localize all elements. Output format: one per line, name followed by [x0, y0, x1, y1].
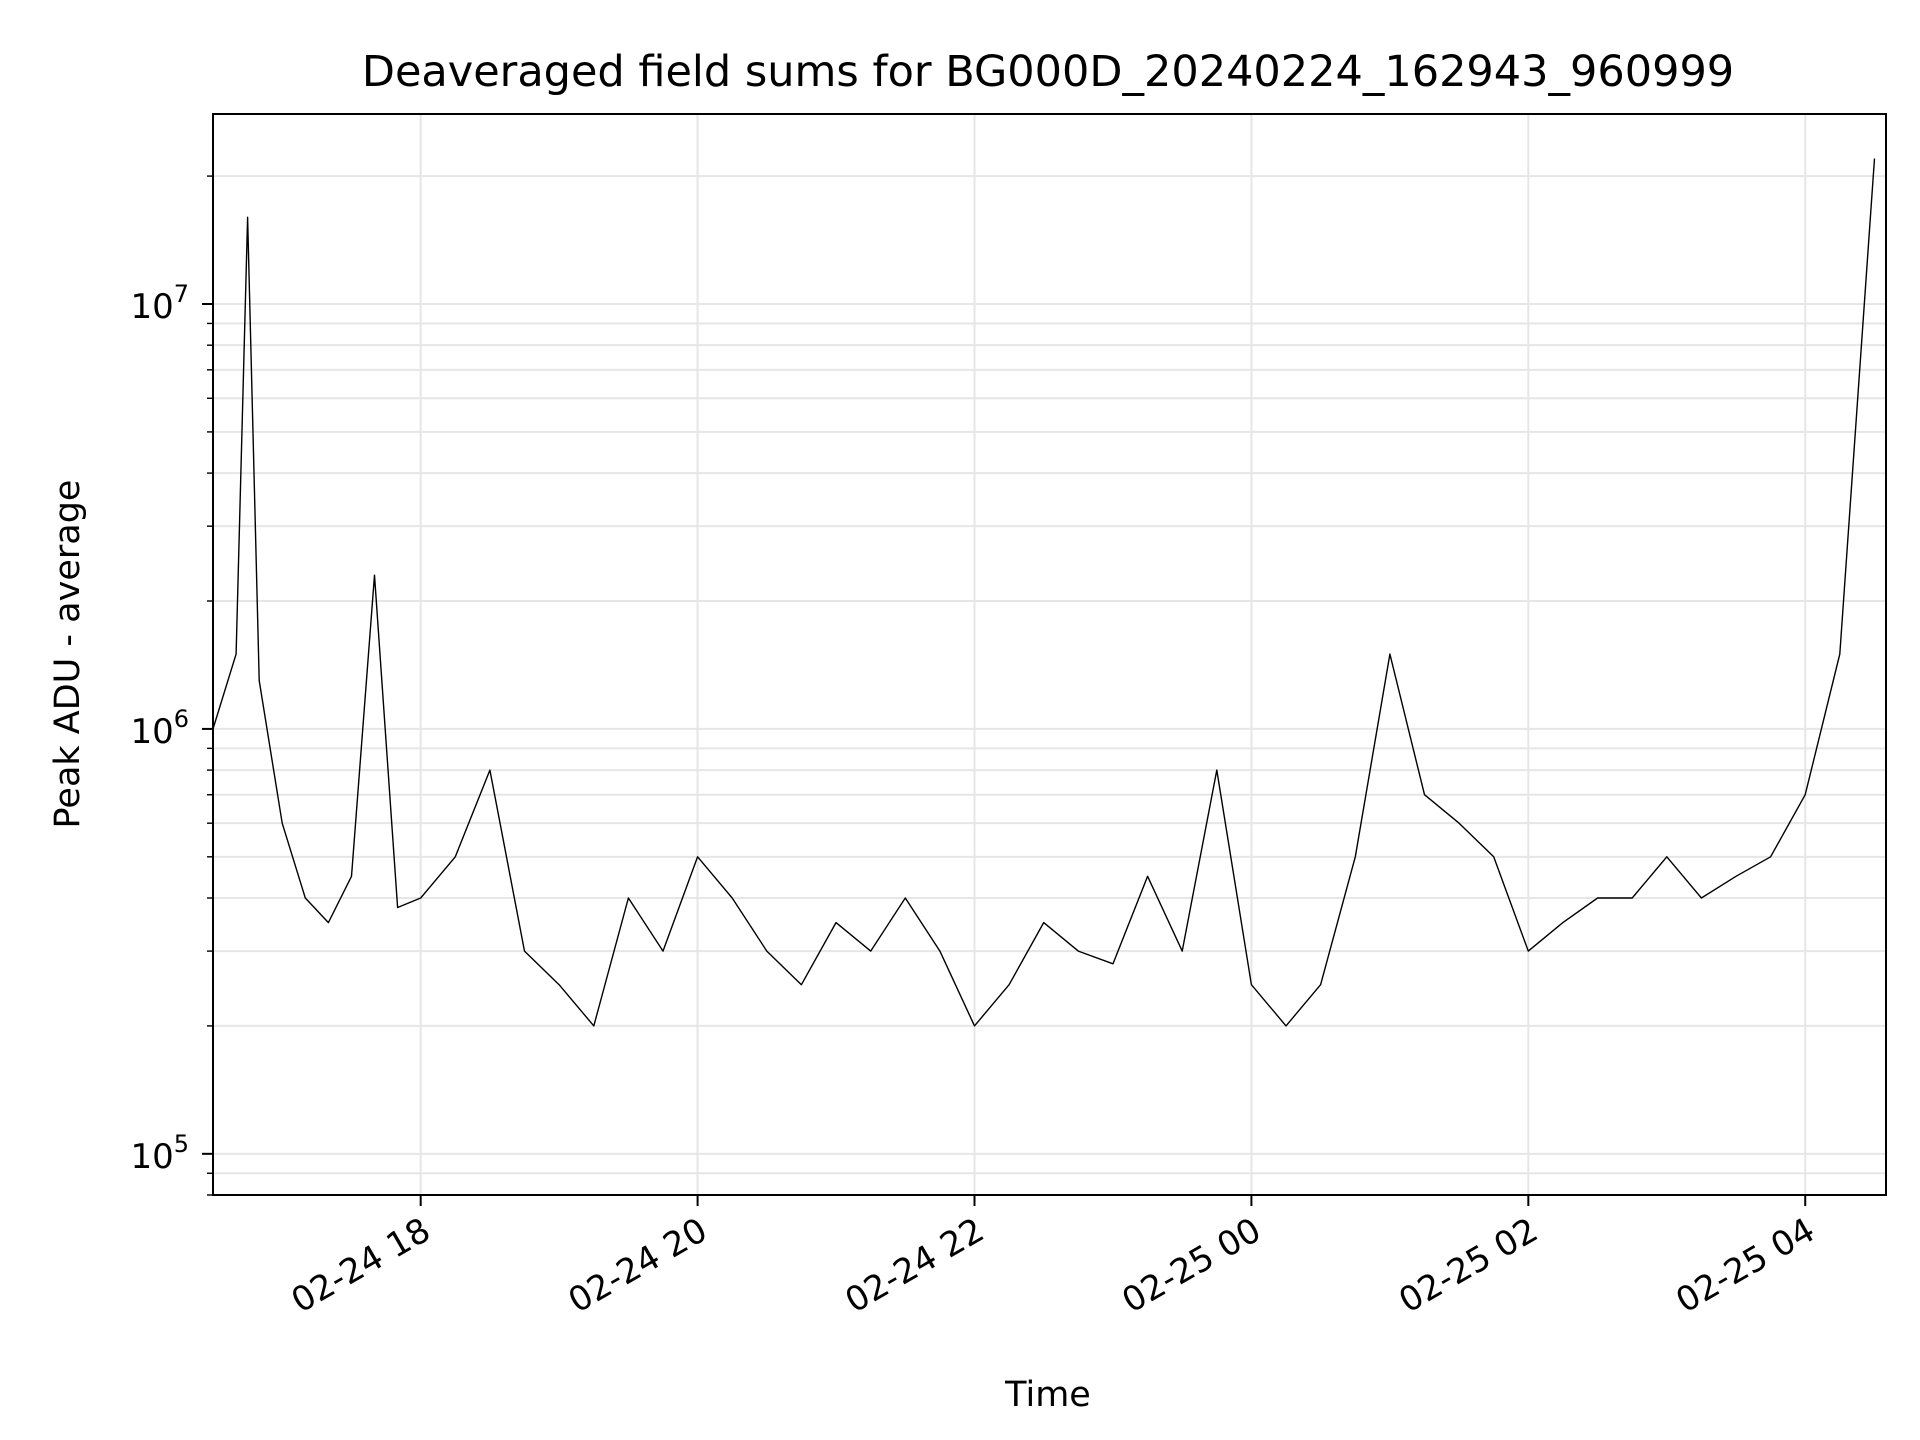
chart-title: Deaveraged field sums for BG000D_2024022… [362, 47, 1734, 97]
plot-clip [213, 158, 1876, 1027]
plot-frame [212, 113, 1887, 1196]
y-tick-label: 107 [130, 280, 189, 327]
y-tick-label: 105 [130, 1130, 189, 1177]
y-tick-label: 106 [130, 705, 189, 752]
x-axis-label: Time [1004, 1375, 1091, 1415]
series-line [213, 158, 1876, 1027]
y-axis-label: Peak ADU - average [48, 480, 88, 829]
y-axis: 105 106 107 [130, 175, 213, 1196]
grid [213, 114, 1886, 1196]
